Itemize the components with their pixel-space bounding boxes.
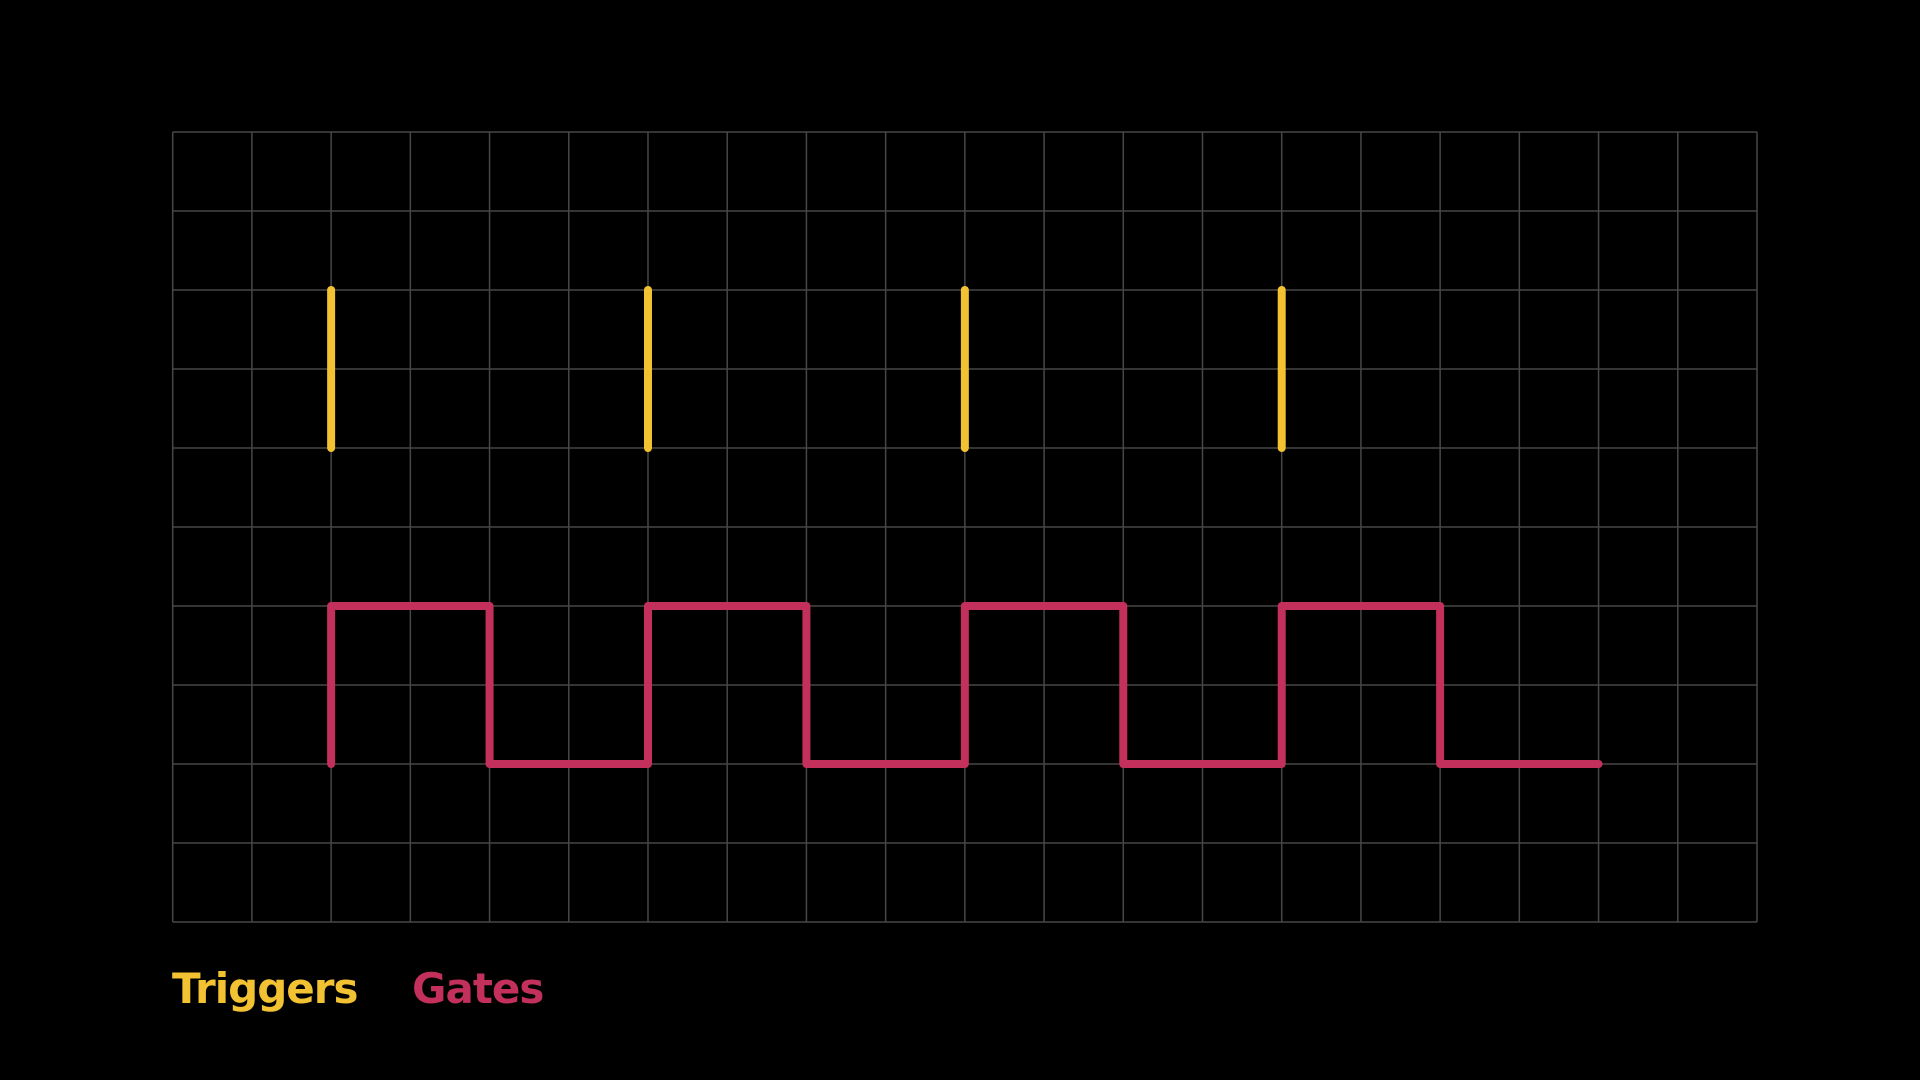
grid	[171, 131, 1758, 923]
waveforms	[327, 286, 1603, 768]
legend-triggers: Triggers	[172, 964, 357, 1013]
gate-signal	[327, 602, 1603, 768]
legend-gates: Gates	[412, 964, 543, 1013]
